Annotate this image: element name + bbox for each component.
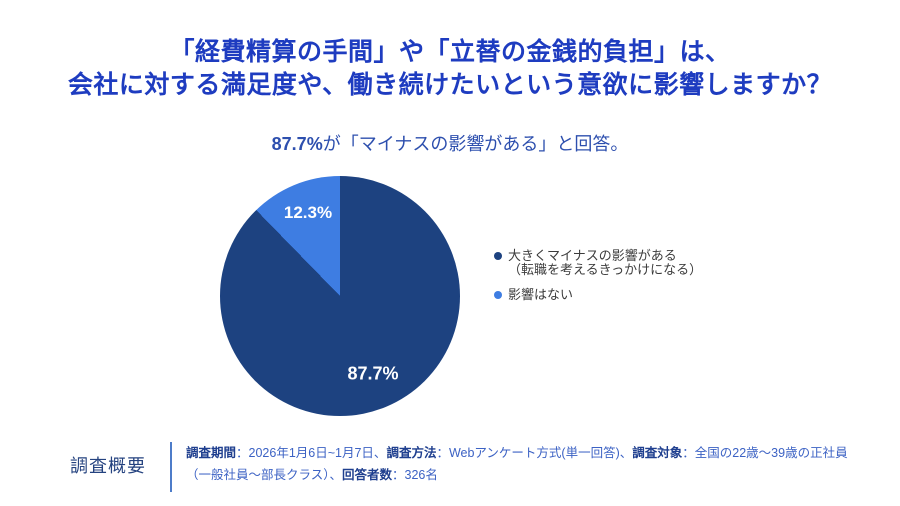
legend-label-negative-impact: 大きくマイナスの影響がある （転職を考えるきっかけになる） (508, 249, 702, 277)
legend-label-line1: 大きくマイナスの影響がある (508, 248, 677, 263)
page-title-line1: 「経費精算の手間」や「立替の金銭的負担」は、 (169, 38, 731, 66)
subtitle-text: が「マイナスの影響がある」と回答。 (322, 134, 629, 154)
survey-outline-section: 調査概要 調査期間：2026年1月6日~1月7日、調査方法：Webアンケート方式… (0, 438, 900, 498)
pie-slice-label-minor: 12.3% (283, 203, 333, 222)
subtitle-percent: 87.7% (271, 134, 323, 154)
survey-key-target: 調査対象 (632, 446, 683, 460)
pie-chart-area: 12.3% 87.7% (220, 176, 460, 416)
survey-value-period: ：2026年1月6日~1月7日、 (236, 446, 387, 460)
legend-label-no-impact: 影響はない (508, 288, 573, 302)
pie-slice-label-major: 87.7% (347, 363, 399, 384)
legend-item-negative-impact: 大きくマイナスの影響がある （転職を考えるきっかけになる） (494, 249, 702, 277)
vertical-divider (170, 442, 172, 492)
legend-label-line2: （転職を考えるきっかけになる） (508, 262, 703, 277)
legend-swatch-no-impact-icon (494, 291, 502, 299)
survey-outline-details: 調査期間：2026年1月6日~1月7日、調査方法：Webアンケート方式(単一回答… (186, 442, 866, 486)
page-title: 「経費精算の手間」や「立替の金銭的負担」は、 会社に対する満足度や、働き続けたい… (0, 36, 900, 102)
chart-subtitle: 87.7%が「マイナスの影響がある」と回答。 (0, 130, 900, 156)
pie-chart (220, 176, 460, 416)
legend-item-no-impact: 影響はない (494, 288, 702, 302)
survey-key-respondents: 回答者数 (342, 468, 393, 482)
survey-outline-heading: 調査概要 (70, 456, 146, 476)
survey-value-target: ：全国の22歳～39歳の正社員（一般社員～部長クラス）、 (186, 446, 848, 482)
page-title-line2: 会社に対する満足度や、働き続けたいという意欲に影響しますか？ (67, 71, 833, 99)
legend-swatch-negative-impact-icon (494, 252, 502, 260)
survey-value-respondents: ：326名 (392, 468, 438, 482)
survey-key-period: 調査期間 (186, 446, 237, 460)
survey-key-method: 調査方法 (386, 446, 437, 460)
legend-label-line1: 影響はない (508, 287, 574, 302)
chart-legend: 大きくマイナスの影響がある （転職を考えるきっかけになる） 影響はない (494, 249, 702, 313)
survey-value-method: ：Webアンケート方式(単一回答)、 (436, 446, 633, 460)
